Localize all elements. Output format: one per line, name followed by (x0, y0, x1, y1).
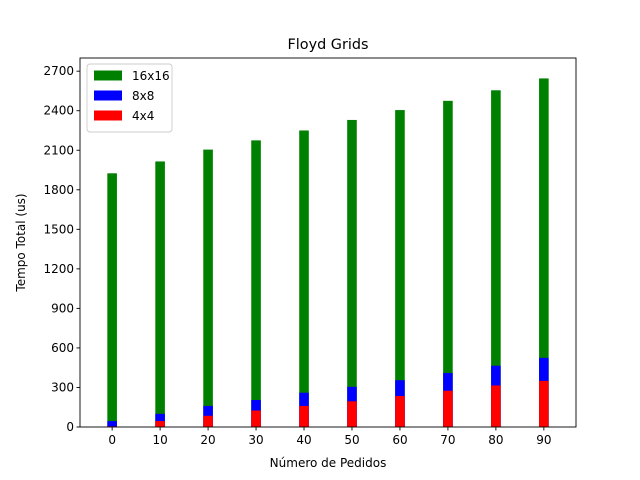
y-tick-label: 1800 (43, 183, 74, 197)
y-tick-label: 2400 (43, 104, 74, 118)
legend-swatch-8x8 (94, 90, 122, 101)
bar-16x16-60 (395, 110, 405, 427)
x-tick-label: 70 (440, 433, 455, 447)
x-tick-label: 90 (536, 433, 551, 447)
bar-4x4-20 (203, 415, 213, 427)
y-tick-label: 300 (51, 380, 74, 394)
legend-label-8x8: 8x8 (132, 89, 154, 103)
bar-16x16-20 (203, 149, 213, 427)
bar-16x16-80 (491, 90, 501, 427)
legend-label-16x16: 16x16 (132, 69, 170, 83)
x-tick-label: 60 (392, 433, 407, 447)
x-tick-label: 10 (152, 433, 167, 447)
chart-title: Floyd Grids (287, 37, 368, 53)
bar-4x4-90 (539, 380, 549, 428)
legend-swatch-16x16 (94, 70, 122, 81)
legend-swatch-4x4 (94, 110, 122, 121)
bar-4x4-30 (251, 410, 261, 427)
bar-4x4-70 (443, 390, 453, 427)
legend: 16x16 8x8 4x4 (86, 63, 173, 133)
y-axis: 0 300 600 900 1200 1500 1800 2100 2400 2700 (43, 64, 80, 434)
y-tick-label: 600 (51, 341, 74, 355)
bar-4x4-10 (155, 421, 165, 427)
bar-16x16-0 (107, 173, 117, 427)
x-tick-label: 0 (108, 433, 116, 447)
bar-16x16-40 (299, 130, 309, 428)
bar-4x4-80 (491, 385, 501, 427)
x-axis: 0 10 20 30 40 50 60 70 80 90 (108, 427, 552, 447)
plot-frame (79, 57, 577, 428)
y-tick-label: 900 (51, 301, 74, 315)
x-tick-label: 20 (200, 433, 215, 447)
y-tick-label: 1200 (43, 262, 74, 276)
bar-4x4-40 (299, 405, 309, 427)
bar-8x8-0 (107, 421, 117, 427)
x-tick-label: 40 (296, 433, 311, 447)
x-tick-label: 50 (344, 433, 359, 447)
x-tick-label: 80 (488, 433, 503, 447)
bar-16x16-70 (443, 100, 453, 427)
y-tick-label: 0 (66, 420, 74, 434)
bar-16x16-30 (251, 140, 261, 427)
x-axis-label: Número de Pedidos (270, 456, 387, 470)
bars (107, 78, 549, 428)
y-tick-label: 2700 (43, 64, 74, 78)
bar-16x16-90 (539, 78, 549, 428)
x-tick-label: 30 (248, 433, 263, 447)
bar-16x16-10 (155, 161, 165, 427)
bar-4x4-50 (347, 401, 357, 427)
y-axis-label: Tempo Total (us) (14, 193, 28, 292)
bar-16x16-50 (347, 119, 357, 427)
legend-label-4x4: 4x4 (132, 109, 154, 123)
y-tick-label: 1500 (43, 222, 74, 236)
bar-8x8-10 (155, 413, 165, 427)
bar-4x4-60 (395, 396, 405, 427)
y-tick-label: 2100 (43, 143, 74, 157)
